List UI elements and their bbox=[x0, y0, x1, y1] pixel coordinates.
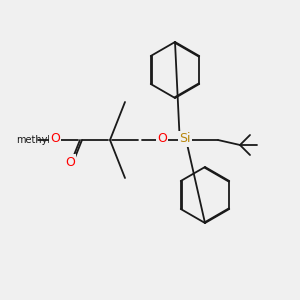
Text: O: O bbox=[65, 155, 75, 169]
Text: O: O bbox=[50, 133, 60, 146]
Text: Si: Si bbox=[179, 133, 191, 146]
Text: methyl: methyl bbox=[16, 135, 50, 145]
Text: O: O bbox=[157, 133, 167, 146]
Text: methyl: methyl bbox=[0, 299, 1, 300]
